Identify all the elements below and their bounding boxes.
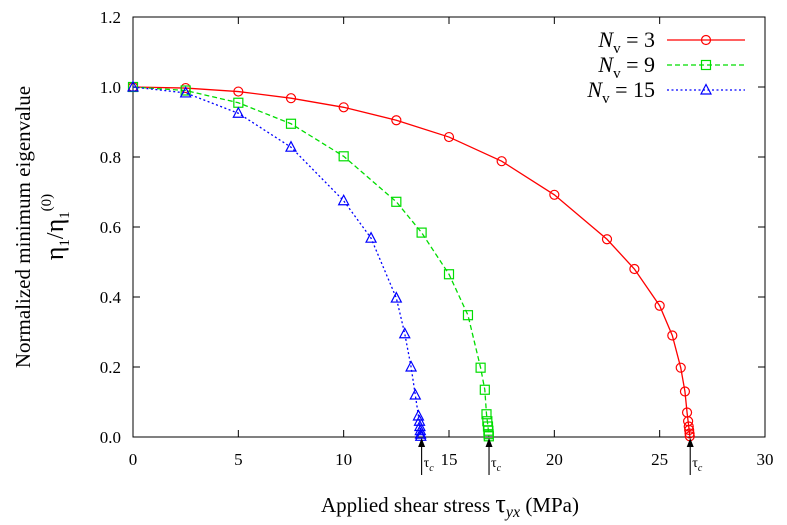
tau-c-label: τc — [424, 456, 435, 474]
x-tick-label: 0 — [129, 450, 138, 469]
y-axis-symbol-title: η1/η1(0) — [39, 194, 73, 260]
y-axis-title: Normalized minimum eigenvalue — [11, 86, 35, 368]
y-tick-label: 0.6 — [100, 218, 121, 237]
x-tick-label: 15 — [441, 450, 458, 469]
data-point — [285, 140, 297, 152]
tau-c-annotation: τc — [485, 438, 502, 475]
data-point — [443, 131, 455, 143]
series-line — [132, 86, 490, 437]
data-point — [405, 360, 418, 372]
y-tick-label: 0.0 — [100, 428, 121, 447]
legend-label: Nv = 15 — [586, 77, 655, 107]
data-point — [549, 189, 560, 200]
data-point — [414, 427, 427, 439]
y-tick-label: 0.8 — [100, 148, 121, 167]
data-point — [127, 80, 139, 92]
legend-label: Nv = 9 — [597, 52, 655, 82]
series-2 — [127, 80, 427, 441]
data-point — [684, 428, 695, 439]
data-point — [412, 409, 425, 421]
x-tick-label: 5 — [234, 450, 243, 469]
data-point — [654, 300, 665, 311]
data-point — [409, 388, 422, 400]
x-tick-label: 10 — [335, 450, 352, 469]
data-point — [233, 86, 244, 97]
data-point — [684, 424, 695, 436]
data-point — [679, 386, 691, 397]
tau-c-annotation: τc — [686, 438, 703, 475]
series-line — [132, 86, 691, 437]
legend-entry-0: Nv = 3 — [597, 27, 745, 57]
series-line — [132, 86, 422, 437]
x-tick-label: 20 — [546, 450, 563, 469]
data-point — [365, 231, 378, 243]
data-point — [443, 269, 455, 280]
data-point — [667, 330, 678, 341]
legend-marker — [700, 34, 712, 46]
legend-marker — [700, 59, 712, 71]
y-tick-label: 0.4 — [100, 288, 122, 307]
x-tick-label: 25 — [651, 450, 668, 469]
x-axis-title: Applied shear stress τyx (MPa) — [321, 489, 579, 521]
data-point — [338, 151, 349, 162]
tau-arrow-head — [418, 438, 426, 447]
data-point — [675, 362, 686, 373]
data-point — [683, 421, 694, 432]
data-point — [479, 384, 490, 395]
data-point — [338, 102, 349, 113]
data-point — [462, 310, 474, 321]
legend-entry-1: Nv = 9 — [597, 52, 745, 82]
series-1 — [127, 81, 494, 442]
data-point — [481, 409, 492, 420]
y-tick-label: 0.2 — [100, 358, 121, 377]
legend-entry-2: Nv = 15 — [586, 77, 745, 107]
tau-c-label: τc — [491, 456, 502, 474]
data-point — [496, 156, 507, 167]
x-tick-label: 30 — [757, 450, 774, 469]
data-point — [416, 227, 427, 238]
data-point — [285, 118, 297, 129]
tau-c-annotation: τc — [418, 438, 434, 475]
tau-arrow-head — [485, 438, 493, 447]
tau-c-label: τc — [692, 456, 703, 474]
data-point — [390, 291, 403, 303]
data-point — [337, 193, 350, 206]
data-point — [180, 85, 191, 96]
y-tick-label: 1.0 — [100, 78, 121, 97]
data-point — [414, 423, 427, 436]
data-point — [232, 106, 245, 118]
data-point — [629, 263, 640, 275]
data-point — [391, 196, 402, 207]
data-point — [601, 234, 613, 245]
legend-marker — [700, 83, 712, 95]
legend-label: Nv = 3 — [597, 27, 655, 57]
data-point — [285, 93, 297, 104]
tau-arrow-head — [686, 438, 694, 447]
y-tick-label: 1.2 — [100, 8, 121, 27]
data-point — [413, 414, 426, 426]
data-point — [398, 326, 411, 339]
series-0 — [127, 81, 695, 442]
plot-frame — [132, 16, 766, 438]
data-point — [391, 115, 402, 126]
data-point — [179, 86, 192, 98]
data-point — [475, 362, 486, 373]
